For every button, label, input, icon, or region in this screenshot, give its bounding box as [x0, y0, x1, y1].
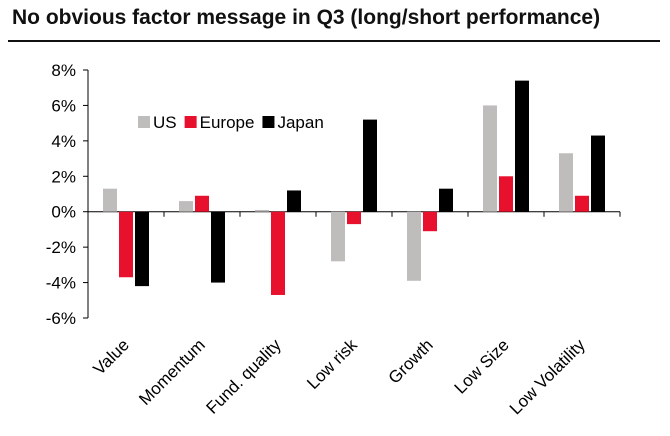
bar-europe-low-volatility [575, 195, 589, 212]
y-tick-label: 2% [51, 167, 76, 186]
y-tick-label: 8% [51, 61, 76, 80]
axes [83, 69, 621, 319]
bar-japan-low-size [515, 80, 529, 212]
bar-europe-growth [423, 211, 437, 232]
x-tick-label: Low risk [303, 335, 361, 393]
bar-us-value [103, 188, 117, 212]
bar-japan-momentum [211, 211, 225, 283]
y-tick-label: 0% [51, 203, 76, 222]
bar-us-momentum [179, 201, 193, 212]
bar-europe-fund-quality [271, 211, 285, 295]
y-tick-label: -4% [46, 274, 76, 293]
x-tick-label: Fund. quality [203, 335, 286, 418]
x-tick-label: Momentum [135, 335, 209, 409]
y-tick-label: 6% [51, 96, 76, 115]
legend-label-japan: Japan [277, 113, 323, 132]
title-underline [8, 40, 660, 42]
y-tick-label: -6% [46, 309, 76, 328]
bar-japan-value [135, 211, 149, 287]
legend-label-europe: Europe [200, 113, 255, 132]
y-tick-label: -2% [46, 238, 76, 257]
bar-europe-low-size [499, 176, 513, 212]
bar-us-growth [407, 211, 421, 281]
legend-label-us: US [153, 113, 177, 132]
bar-japan-low-volatility [591, 135, 605, 212]
bar-us-low-size [483, 105, 497, 212]
bar-europe-value [119, 211, 133, 278]
legend: US Europe Japan [138, 113, 324, 132]
bars [103, 80, 605, 295]
x-tick-label: Low Size [451, 335, 513, 397]
legend-swatch-japan [262, 116, 275, 128]
chart-title: No obvious factor message in Q3 (long/sh… [12, 6, 601, 29]
bar-us-low-volatility [559, 153, 573, 212]
bar-europe-momentum [195, 195, 209, 212]
bar-japan-growth [439, 188, 453, 212]
bar-us-low-risk [331, 211, 345, 262]
x-tick-label: Value [90, 335, 133, 378]
bar-us-fund-quality [255, 209, 269, 212]
y-tick-label: 4% [51, 132, 76, 151]
x-tick-label: Growth [385, 335, 437, 387]
legend-swatch-us [138, 116, 150, 128]
bar-europe-low-risk [347, 211, 361, 225]
bar-japan-low-risk [363, 119, 377, 212]
x-tick-label: Low Volatility [506, 335, 589, 418]
bar-japan-fund-quality [287, 190, 301, 212]
legend-swatch-europe [184, 116, 197, 128]
y-tick-labels: -6% -4% -2% 0% 2% 4% 6% 8% [46, 61, 76, 328]
